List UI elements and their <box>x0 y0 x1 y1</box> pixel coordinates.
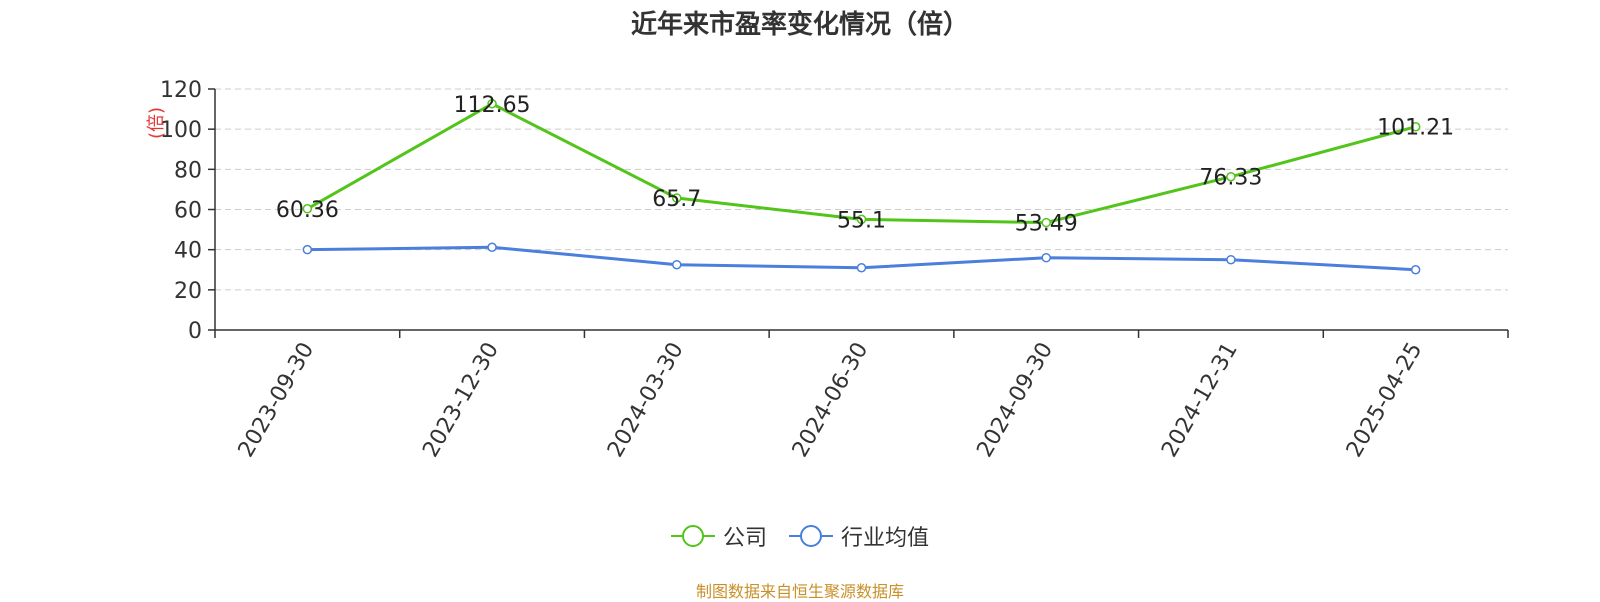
y-tick-label: 120 <box>160 78 202 103</box>
x-tick-label: 2025-04-25 <box>1342 338 1428 461</box>
x-tick-label: 2024-03-30 <box>603 338 689 461</box>
data-point <box>1041 217 1051 228</box>
data-point <box>487 99 497 109</box>
series-lines <box>302 99 1421 275</box>
y-tick-label: 40 <box>174 239 202 264</box>
x-tick-label: 2023-09-30 <box>234 338 320 461</box>
data-label: 60.36 <box>276 198 339 223</box>
data-point <box>1226 171 1236 182</box>
x-tick-label: 2023-12-30 <box>418 338 504 461</box>
data-point <box>672 259 682 270</box>
data-label: 112.65 <box>454 93 531 118</box>
chart-title: 近年来市盈率变化情况（倍） <box>630 10 969 40</box>
x-tick-label: 2024-09-30 <box>972 338 1058 461</box>
y-tick-label: 80 <box>174 158 202 183</box>
y-tick-label: 100 <box>160 118 202 143</box>
y-tick-label: 20 <box>174 279 202 304</box>
axes: 0 20 40 60 80 100 120 2023-09-30 2023-12-30 2024-… <box>160 78 1509 462</box>
legend-label-industry: 行业均值 <box>841 526 930 551</box>
data-labels: 60.36 112.65 65.7 55.1 53.49 76.33 101.21 <box>276 93 1454 237</box>
data-point <box>1410 265 1421 275</box>
legend-item-company[interactable]: 公司 <box>670 520 767 552</box>
data-label: 76.33 <box>1199 166 1262 191</box>
data-point <box>487 242 497 253</box>
legend-item-industry[interactable]: 行业均值 <box>789 520 929 552</box>
data-point <box>672 193 682 203</box>
data-point <box>1226 254 1236 265</box>
series-line-0 <box>306 102 1417 225</box>
source-note: 制图数据来自恒生聚源数据库 <box>695 582 904 601</box>
x-tick-label: 2024-06-30 <box>788 338 874 461</box>
data-point <box>302 204 313 214</box>
data-point <box>302 244 313 255</box>
data-point <box>1041 252 1051 263</box>
legend-label-company: 公司 <box>722 526 767 551</box>
data-point <box>1410 121 1421 132</box>
data-point <box>856 262 867 273</box>
data-label: 65.7 <box>652 187 701 212</box>
grid-lines <box>215 88 1508 291</box>
legend-swatch-company <box>670 525 715 547</box>
y-tick-label: 0 <box>188 319 202 344</box>
data-label: 53.49 <box>1015 212 1078 237</box>
x-tick-label: 2024-12-31 <box>1157 338 1243 461</box>
legend: 公司 行业均值 <box>0 520 1600 552</box>
y-tick-label: 60 <box>174 199 202 224</box>
data-point <box>856 214 867 225</box>
legend-swatch-industry <box>789 525 833 547</box>
data-label: 101.21 <box>1377 116 1454 141</box>
y-axis-label: (倍) <box>146 107 167 139</box>
data-label: 55.1 <box>837 208 886 233</box>
